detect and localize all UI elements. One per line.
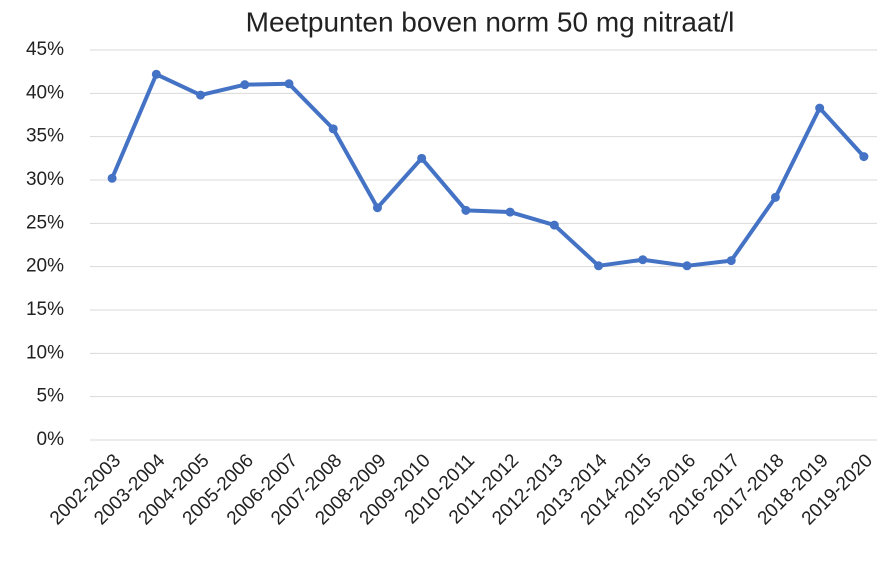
y-tick-label: 5% — [37, 386, 65, 407]
data-point — [417, 153, 427, 163]
y-tick-label: 30% — [26, 169, 64, 190]
y-tick-label: 45% — [26, 39, 64, 60]
data-point — [240, 80, 250, 90]
y-tick-label: 40% — [26, 82, 64, 103]
data-point — [815, 103, 825, 113]
y-tick-label: 0% — [37, 429, 65, 450]
data-point — [682, 261, 692, 271]
data-point — [284, 79, 294, 89]
data-point — [638, 255, 648, 265]
data-point — [859, 152, 869, 162]
data-point — [594, 261, 604, 271]
y-tick-label: 35% — [26, 126, 64, 147]
data-point — [196, 90, 206, 100]
data-line — [110, 72, 866, 268]
y-tick-label: 20% — [26, 256, 64, 277]
data-point — [505, 207, 515, 217]
y-tick-label: 10% — [26, 342, 64, 363]
data-point — [151, 69, 161, 79]
data-point — [328, 124, 338, 134]
data-point — [461, 205, 471, 215]
y-tick-label: 25% — [26, 212, 64, 233]
y-tick-label: 15% — [26, 299, 64, 320]
data-point — [107, 173, 117, 183]
data-point — [549, 220, 559, 230]
data-point — [372, 203, 382, 213]
chart-title: Meetpunten boven norm 50 mg nitraat/l — [246, 6, 735, 37]
data-point — [770, 192, 780, 202]
data-point — [726, 256, 736, 266]
